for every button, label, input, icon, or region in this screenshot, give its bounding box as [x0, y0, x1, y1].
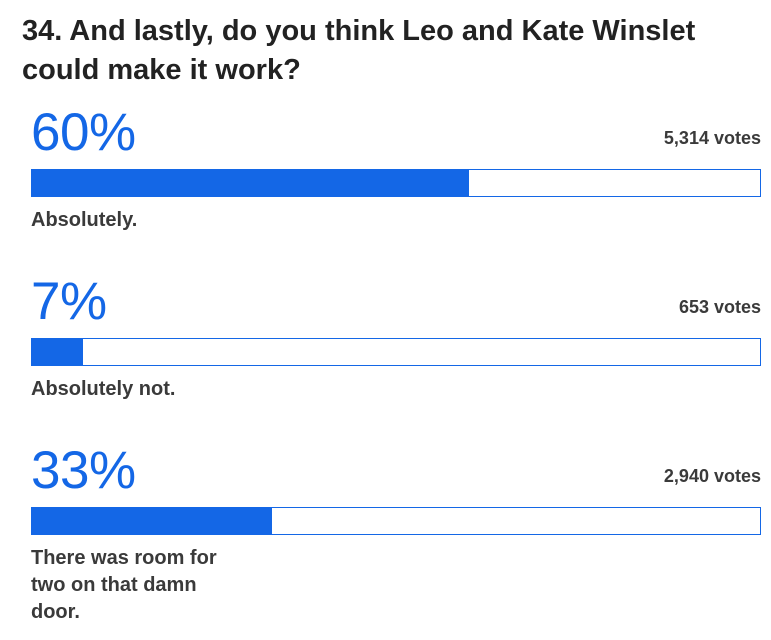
result-percentage: 33%: [31, 441, 136, 500]
result-vote-count: 653 votes: [678, 297, 761, 317]
result-answer-label: There was room for two on that damn door…: [31, 547, 217, 623]
result-answer-label: Absolutely.: [31, 209, 138, 231]
result-progress-fill: [32, 339, 83, 365]
result-progress-fill: [32, 170, 469, 196]
result-vote-count: 5,314 votes: [663, 128, 761, 148]
result-progress-bar: [31, 338, 761, 366]
result-answer-label: Absolutely not.: [31, 378, 176, 400]
result-percentage: 7%: [31, 272, 107, 331]
result-progress-fill: [32, 508, 273, 534]
result-progress-bar: [31, 169, 761, 197]
result-vote-count: 2,940 votes: [663, 466, 761, 486]
question-title: 34. And lastly, do you think Leo and Kat…: [22, 15, 696, 86]
result-percentage: 60%: [31, 103, 136, 162]
result-progress-bar: [31, 507, 761, 535]
